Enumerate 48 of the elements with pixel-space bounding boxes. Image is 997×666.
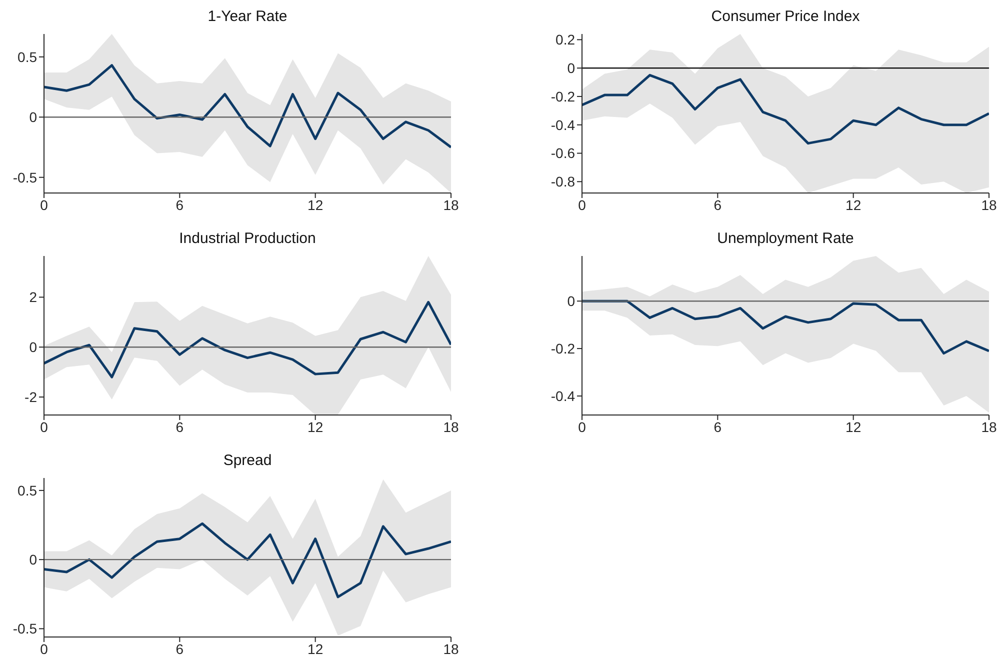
y-tick-label: -0.5 xyxy=(12,620,38,637)
x-tick-label: 18 xyxy=(443,418,459,435)
y-tick-label: -0.4 xyxy=(550,388,576,404)
x-tick-label: 18 xyxy=(443,640,459,657)
x-tick-label: 6 xyxy=(176,196,184,213)
x-tick-label: 6 xyxy=(714,196,722,213)
x-tick-label: 0 xyxy=(40,196,48,213)
line-series xyxy=(44,522,451,598)
y-tick-label: 0 xyxy=(29,109,38,126)
x-tick-label: 18 xyxy=(443,196,459,213)
line-series xyxy=(582,300,989,355)
x-tick-label: 18 xyxy=(981,196,997,213)
x-tick-label: 0 xyxy=(40,640,48,657)
y-tick-label: -0.2 xyxy=(550,88,576,104)
x-tick-label: 0 xyxy=(578,196,586,213)
chart-title: Consumer Price Index xyxy=(710,8,861,25)
y-tick-label: -0.5 xyxy=(12,169,38,186)
x-tick-label: 12 xyxy=(308,196,324,213)
y-tick-label: -0.6 xyxy=(550,145,576,162)
x-tick-label: 12 xyxy=(308,640,324,657)
y-tick-label: 0 xyxy=(567,60,576,76)
y-tick-label: 0.5 xyxy=(18,48,38,65)
chart-title: Industrial Production xyxy=(178,230,317,247)
y-tick-label: 0 xyxy=(567,293,576,310)
y-tick-label: 0 xyxy=(29,339,38,356)
chart-title: Spread xyxy=(222,452,273,469)
y-tick-label: 0.5 xyxy=(18,482,38,498)
x-tick-label: 6 xyxy=(714,418,722,435)
x-tick-label: 12 xyxy=(846,196,862,213)
line-series xyxy=(44,300,451,378)
line-series xyxy=(582,74,989,145)
x-tick-label: 0 xyxy=(578,418,586,435)
x-tick-label: 12 xyxy=(308,418,324,435)
x-tick-label: 6 xyxy=(176,640,184,657)
y-tick-label: -2 xyxy=(24,389,38,405)
x-tick-label: 12 xyxy=(846,418,862,435)
y-tick-label: -0.8 xyxy=(550,174,576,190)
y-tick-label: 2 xyxy=(29,289,38,306)
y-tick-label: -0.2 xyxy=(550,340,576,357)
y-tick-label: 0 xyxy=(29,552,38,568)
x-tick-label: 0 xyxy=(40,418,48,435)
x-tick-label: 18 xyxy=(981,418,997,435)
chart-title: 1-Year Rate xyxy=(206,8,288,25)
line-series xyxy=(44,64,451,148)
y-tick-label: 0.2 xyxy=(556,32,576,48)
y-tick-label: -0.4 xyxy=(550,116,576,133)
x-tick-label: 6 xyxy=(176,418,184,435)
chart-title: Unemployment Rate xyxy=(716,230,855,247)
